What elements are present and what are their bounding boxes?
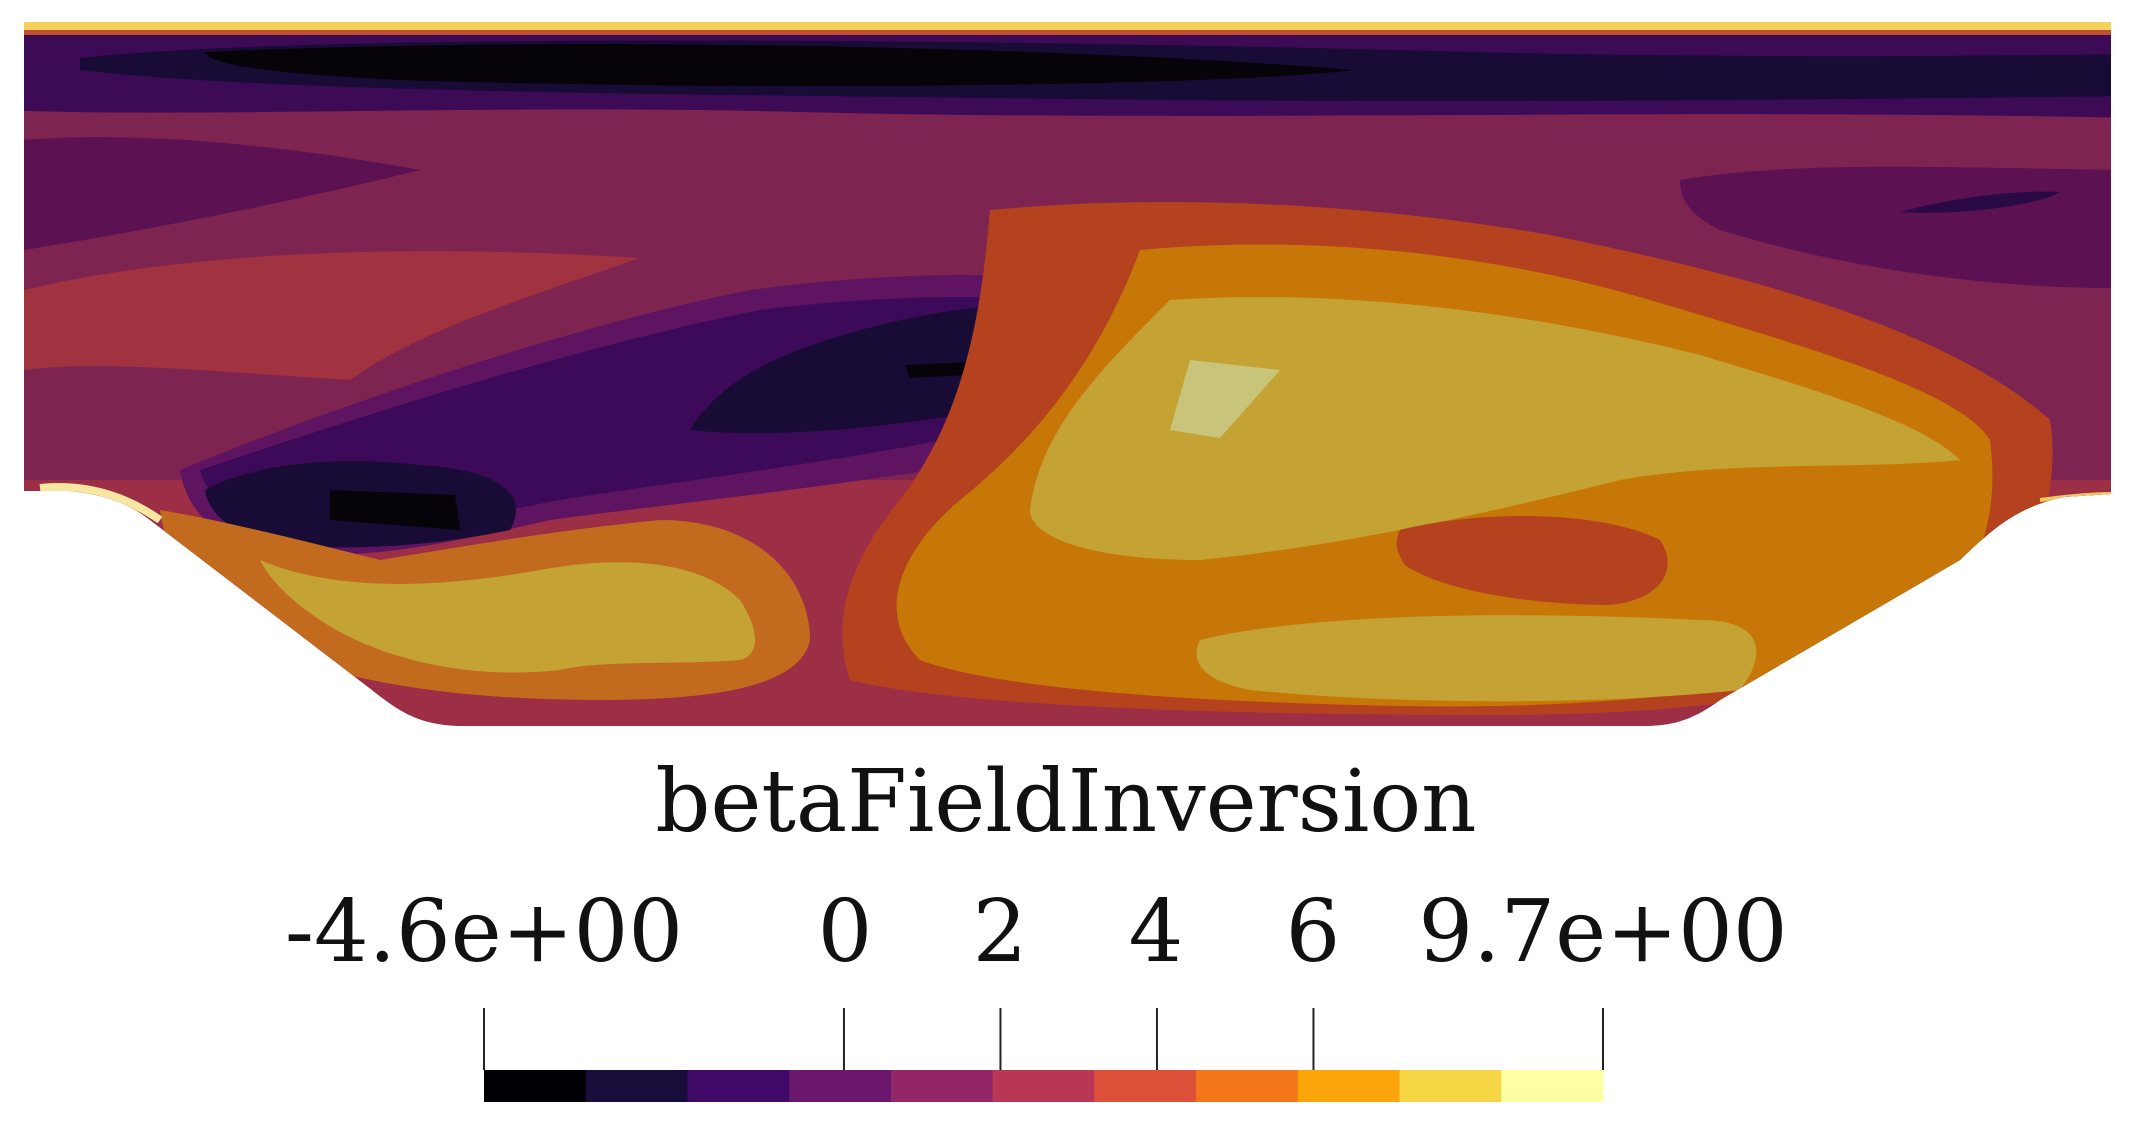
contour-plot xyxy=(24,22,2111,726)
tick-label-0: 0 xyxy=(817,882,873,982)
hill-edge-streak xyxy=(39,483,163,524)
right-pale-spot xyxy=(1170,360,1280,438)
colorbar-ticks xyxy=(483,1008,1604,1070)
right-red-core xyxy=(1396,516,1668,605)
right-upper-dark-spot xyxy=(1900,191,2060,213)
tick-label-2: 2 xyxy=(972,882,1028,982)
colorbar-bin xyxy=(585,1070,689,1102)
left-red-lobe xyxy=(24,251,640,380)
right-yellow-lobe xyxy=(1030,297,1960,560)
tick-label-4: 4 xyxy=(1128,882,1184,982)
tick-label-max: 9.7e+00 xyxy=(1418,882,1788,982)
colorbar-bin xyxy=(1297,1070,1401,1102)
colorbar-bin xyxy=(687,1070,790,1102)
black-core-left xyxy=(330,490,460,530)
right-hill-edge xyxy=(2039,492,2111,502)
colorbar-title: betaFieldInversion xyxy=(655,752,1477,852)
top-wall-strip-edge xyxy=(24,30,2111,35)
colorbar-bins xyxy=(484,1070,1604,1102)
colorbar-bin xyxy=(789,1070,892,1102)
upper-black-core xyxy=(205,44,1355,86)
left-upper-lobe xyxy=(24,137,420,250)
bottom-left-yellow-lobe xyxy=(260,560,755,673)
colorbar-bin xyxy=(1399,1070,1502,1102)
top-wall-strip xyxy=(24,22,2111,30)
colorbar-bin xyxy=(1196,1070,1299,1102)
colorbar-bin xyxy=(992,1070,1095,1102)
colorbar-bin xyxy=(1501,1070,1604,1102)
tick-label-min: -4.6e+00 xyxy=(284,882,684,982)
right-yellow-tail xyxy=(1196,615,1757,702)
colorbar-bin xyxy=(1094,1070,1197,1102)
colorbar-bin xyxy=(484,1070,587,1102)
colorbar-bin xyxy=(890,1070,994,1102)
tick-label-6: 6 xyxy=(1285,882,1341,982)
